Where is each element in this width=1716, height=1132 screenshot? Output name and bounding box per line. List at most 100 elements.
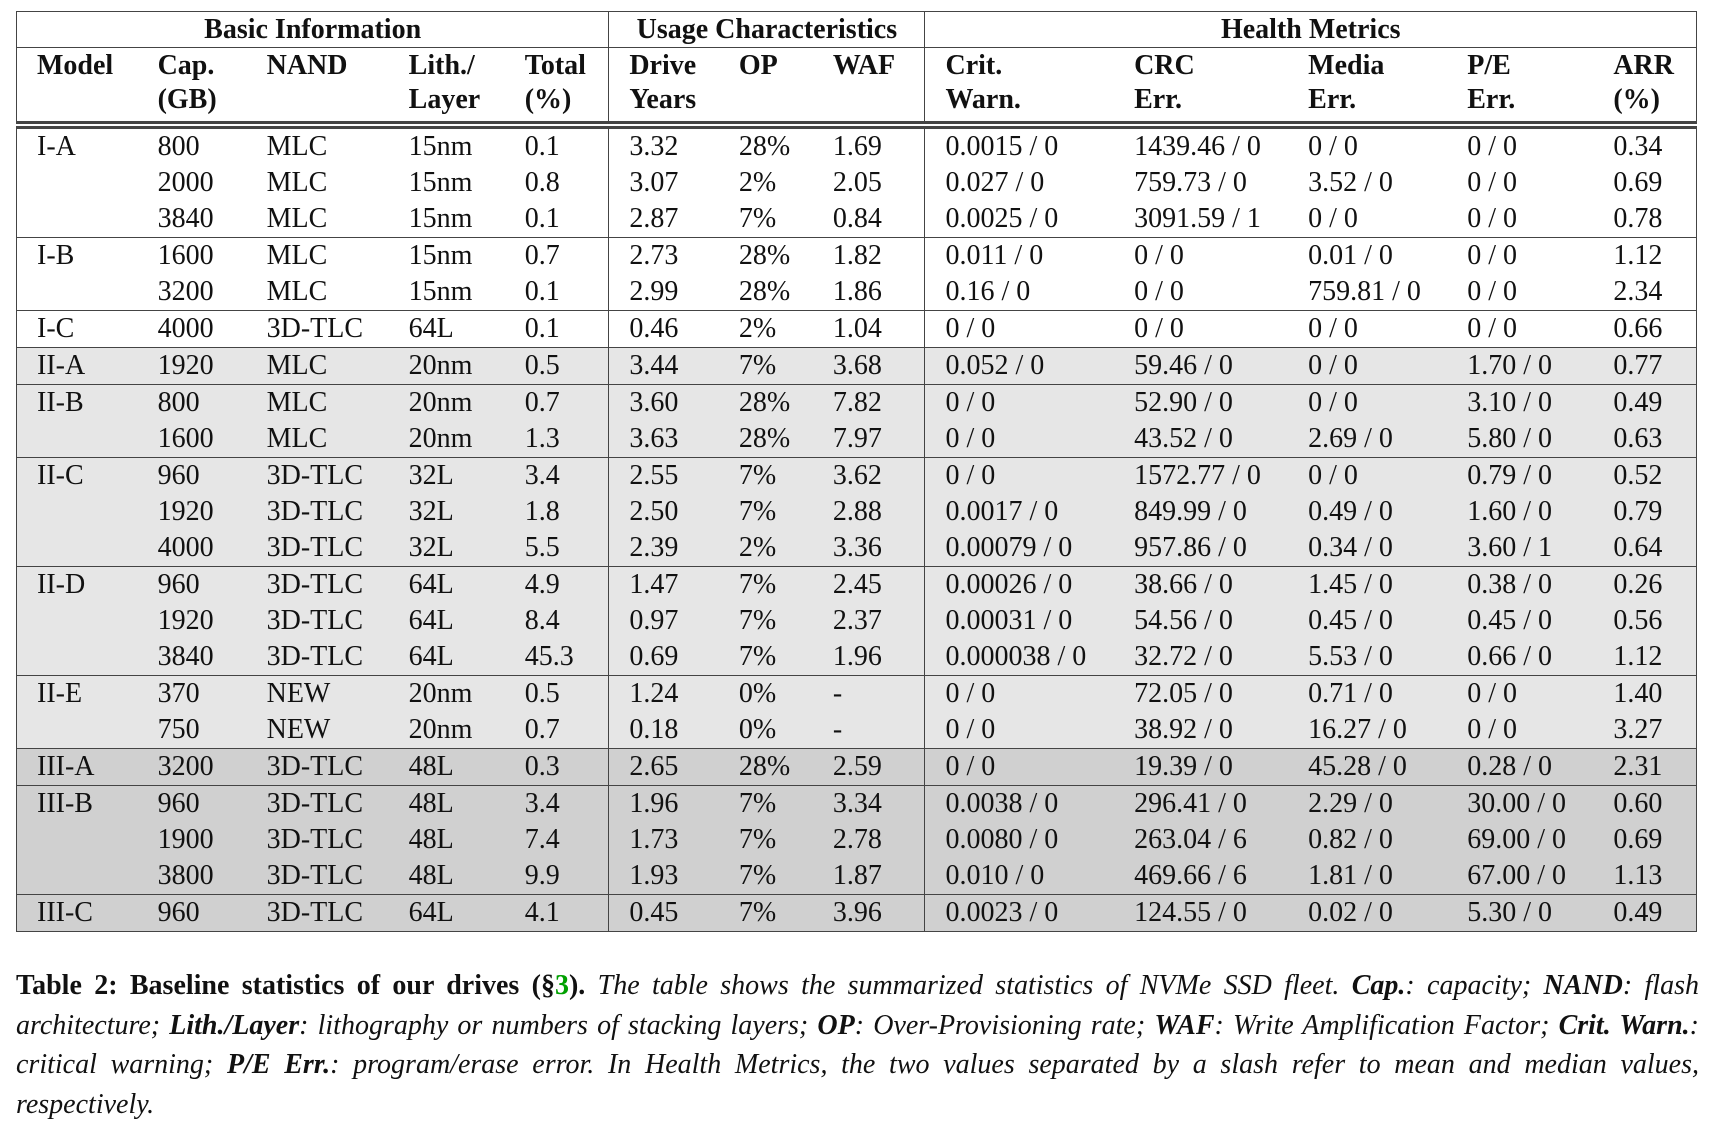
header-line: Err. xyxy=(1308,84,1357,115)
cell: 2% xyxy=(738,313,777,344)
cell: MLC xyxy=(266,423,328,454)
cell: 0.0080 / 0 xyxy=(945,824,1059,855)
caption-text: : critical warning; xyxy=(16,1009,1699,1081)
cell: 1.12 xyxy=(1613,240,1663,271)
cell: 0.69 xyxy=(629,641,679,672)
header-line: Total xyxy=(524,50,586,81)
model-group: II-B 800 MLC 20nm 0.7 3.60 28% 7.82 0 / 0 52.90 /… xyxy=(16,384,1697,458)
cell: 2.39 xyxy=(629,532,679,563)
cell: 67.00 / 0 xyxy=(1467,860,1567,891)
cell: 0.45 / 0 xyxy=(1467,605,1553,636)
cell: 3.52 / 0 xyxy=(1308,167,1393,198)
cell: 3.34 xyxy=(812,785,926,822)
caption-text: : lithography or numbers of stacking lay… xyxy=(299,1009,818,1041)
cell: 3D-TLC xyxy=(266,788,364,819)
cell: 7% xyxy=(738,203,777,234)
model-name: II-B xyxy=(37,387,84,418)
column-header: OP xyxy=(718,47,813,129)
cell: 0.011 / 0 xyxy=(945,240,1044,271)
data-row: I-A 800 MLC 15nm 0.1 3.32 28% 1.69 0.0015 / 0 143… xyxy=(16,125,1697,165)
column-header: Crit. Warn. xyxy=(924,47,1115,129)
cell: 0.027 / 0 xyxy=(945,167,1045,198)
cell: 0 / 0 xyxy=(1308,387,1358,418)
cell: 1572.77 / 0 xyxy=(1134,460,1261,491)
cell: 15nm xyxy=(408,167,473,198)
group-title: Health Metrics xyxy=(924,11,1697,48)
header-line: WAF xyxy=(832,50,896,81)
cell: 0.3 xyxy=(504,748,610,786)
header-line: NAND xyxy=(266,50,348,81)
model-cell: I-C xyxy=(17,311,138,348)
cell: 64L xyxy=(408,605,454,636)
cell: 2000 xyxy=(157,167,214,198)
data-row: II-A 1920 MLC 20nm 0.5 3.44 7% 3.68 0.052 / 0 59.… xyxy=(16,347,1697,385)
data-row: 4000 3D-TLC 32L 5.5 2.39 2% 3.36 0.00079 / 0 957… xyxy=(16,530,1697,567)
cell: 960 xyxy=(157,788,200,819)
caption-text: NAND xyxy=(1543,970,1623,1001)
table-caption: Table 2: Baseline statistics of our driv… xyxy=(16,966,1699,1124)
model-group: I-A 800 MLC 15nm 0.1 3.32 28% 1.69 0.0015 / 0 143… xyxy=(16,125,1697,238)
cell: 3D-TLC xyxy=(266,569,364,600)
cell: 0 / 0 xyxy=(1308,313,1358,344)
model-cell xyxy=(17,530,138,567)
model-group: I-C 4000 3D-TLC 64L 0.1 0.46 2% 1.04 0 / 0 0 / 0 0… xyxy=(16,310,1697,348)
cell: 3200 xyxy=(157,276,214,307)
data-row: II-E 370 NEW 20nm 0.5 1.24 0% -0 / 0 72.05 / 0 0.… xyxy=(16,675,1697,712)
cell: 15nm xyxy=(408,131,473,162)
cell: 0.69 xyxy=(1613,824,1663,855)
cell: 5.80 / 0 xyxy=(1467,423,1553,454)
cell: 54.56 / 0 xyxy=(1134,605,1233,636)
cell: 0 / 0 xyxy=(1308,350,1358,381)
data-row: II-B 800 MLC 20nm 0.7 3.60 28% 7.82 0 / 0 52.90 /… xyxy=(16,384,1697,421)
cell: 0.49 xyxy=(1613,897,1663,928)
header-line: Media xyxy=(1308,50,1385,81)
cell: 32.72 / 0 xyxy=(1134,641,1233,672)
cell: 1.40 xyxy=(1613,678,1663,709)
cell: NEW xyxy=(266,714,331,745)
cell: 7% xyxy=(738,824,777,855)
cell: 0.52 xyxy=(1613,460,1663,491)
model-name: II-A xyxy=(37,350,86,381)
cell: 750 xyxy=(157,714,200,745)
cell: 2.50 xyxy=(629,496,679,527)
header-line: Drive xyxy=(629,50,697,81)
cell: MLC xyxy=(266,276,328,307)
caption-text: P/E Err. xyxy=(226,1049,331,1081)
cell: 52.90 / 0 xyxy=(1134,387,1233,418)
cell: 0.0017 / 0 xyxy=(945,496,1059,527)
cell: 2.88 xyxy=(812,494,926,530)
cell: 0.82 / 0 xyxy=(1308,824,1393,855)
caption-text: Table 2: Baseline statistics of our driv… xyxy=(16,970,555,1001)
cell: 1.13 xyxy=(1613,860,1663,891)
model-cell: I-B xyxy=(17,238,138,275)
header-line: Model xyxy=(37,50,114,81)
group-row: Basic Information Usage Characteristics He… xyxy=(16,11,1697,48)
cell: 7% xyxy=(738,569,777,600)
cell: 3.44 xyxy=(629,350,679,381)
cell: MLC xyxy=(266,387,328,418)
cell: 3D-TLC xyxy=(266,532,364,563)
cell: 1.04 xyxy=(812,310,926,348)
cell: 1600 xyxy=(157,240,214,271)
cell: 1920 xyxy=(157,350,214,381)
cell: 7% xyxy=(738,788,777,819)
cell: 3.4 xyxy=(504,785,610,822)
cell: 28% xyxy=(738,423,791,454)
cell: 960 xyxy=(157,569,200,600)
cell: 0 / 0 xyxy=(1134,313,1184,344)
model-cell: II-A xyxy=(17,348,138,385)
cell: 0 / 0 xyxy=(945,313,996,344)
cell: 45.3 xyxy=(504,639,610,676)
cell: 1.47 xyxy=(629,569,679,600)
caption-text: OP xyxy=(817,1009,855,1041)
cell: 0.000038 / 0 xyxy=(945,641,1087,672)
cell: MLC xyxy=(266,350,328,381)
cell: 2.65 xyxy=(629,751,679,782)
cell: 7.97 xyxy=(812,421,926,458)
column-header: Lith./Layer xyxy=(388,47,505,129)
cell: 1.12 xyxy=(1613,641,1663,672)
column-header: WAF xyxy=(812,47,926,129)
cell: 0 / 0 xyxy=(1308,203,1358,234)
data-row: III-A 3200 3D-TLC 48L 0.3 2.65 28% 2.59 0 / 0 19.… xyxy=(16,748,1697,786)
